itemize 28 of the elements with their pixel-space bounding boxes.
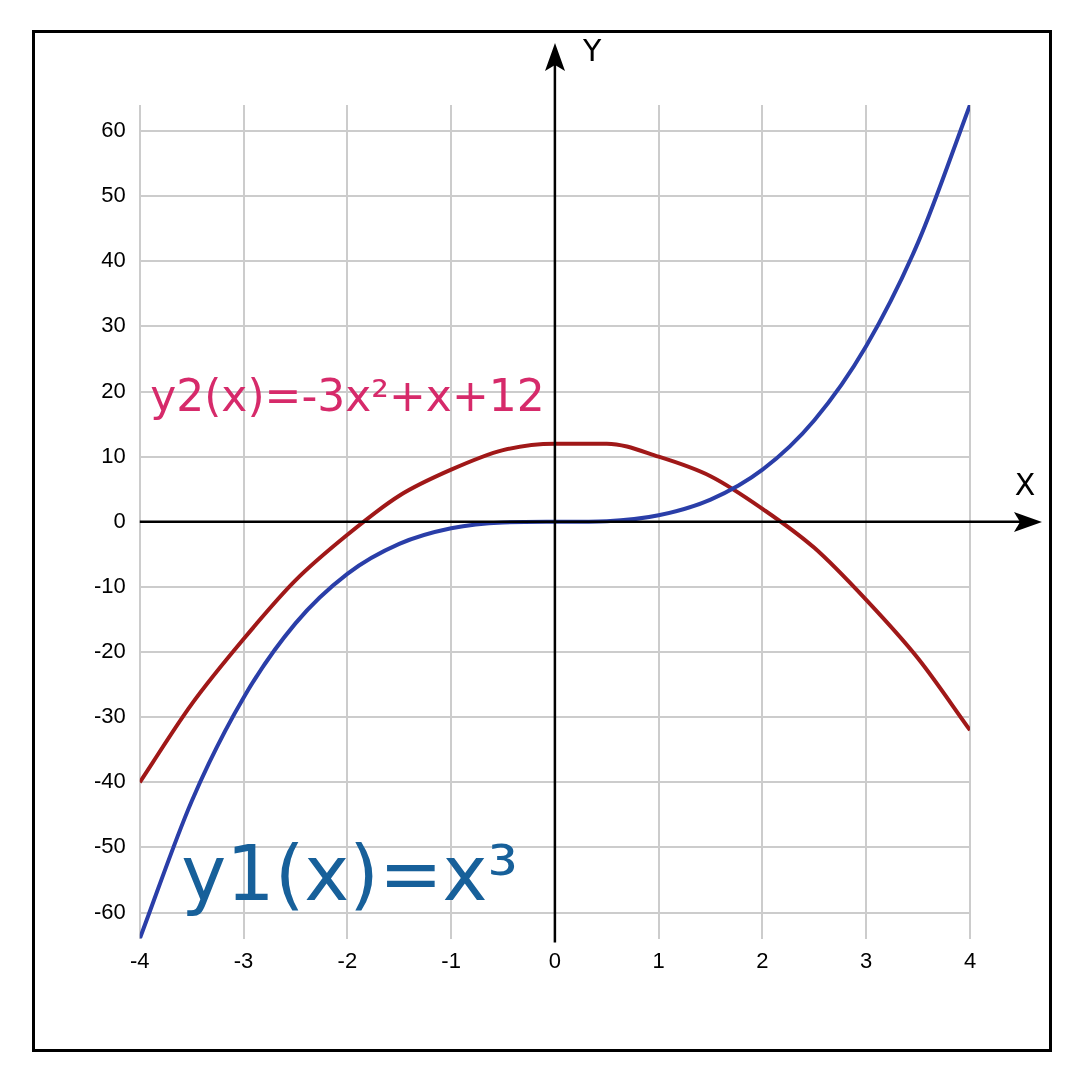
y-tick-label: -40 xyxy=(94,768,126,794)
line-series xyxy=(139,441,970,785)
y-tick-label: 30 xyxy=(101,312,126,338)
x-tick-label: 2 xyxy=(756,947,769,973)
y-tick-label: -30 xyxy=(94,703,126,729)
y-axis-title: Y xyxy=(581,32,602,68)
x-axis-title: X xyxy=(1014,466,1036,502)
y-tick-label: -20 xyxy=(94,638,126,664)
y-tick-label: 20 xyxy=(101,377,126,403)
x-tick-label: -2 xyxy=(337,947,358,973)
y-tick-label: 10 xyxy=(101,442,126,468)
x-tick-label: -1 xyxy=(441,947,461,973)
y-tick-label: 60 xyxy=(101,117,126,143)
y-tick-label: -60 xyxy=(94,898,126,924)
x-tick-label: 3 xyxy=(860,947,873,973)
x-tick-label: 1 xyxy=(652,947,665,973)
x-tick-label: -4 xyxy=(130,947,150,973)
y-tick-label: -50 xyxy=(94,833,126,859)
y-tick-label: -10 xyxy=(94,572,126,598)
y-tick-label: 50 xyxy=(101,182,126,208)
series-label: y2(x)=-3x²+x+12 xyxy=(150,370,545,422)
line-series xyxy=(139,105,970,939)
x-tick-label: 4 xyxy=(963,947,977,973)
y-tick-label: 0 xyxy=(113,507,126,533)
x-tick-label: -3 xyxy=(233,947,254,973)
x-tick-label: 0 xyxy=(548,947,562,973)
series-label: y1(x)=x³ xyxy=(181,828,519,918)
y-tick-label: 40 xyxy=(101,247,126,273)
